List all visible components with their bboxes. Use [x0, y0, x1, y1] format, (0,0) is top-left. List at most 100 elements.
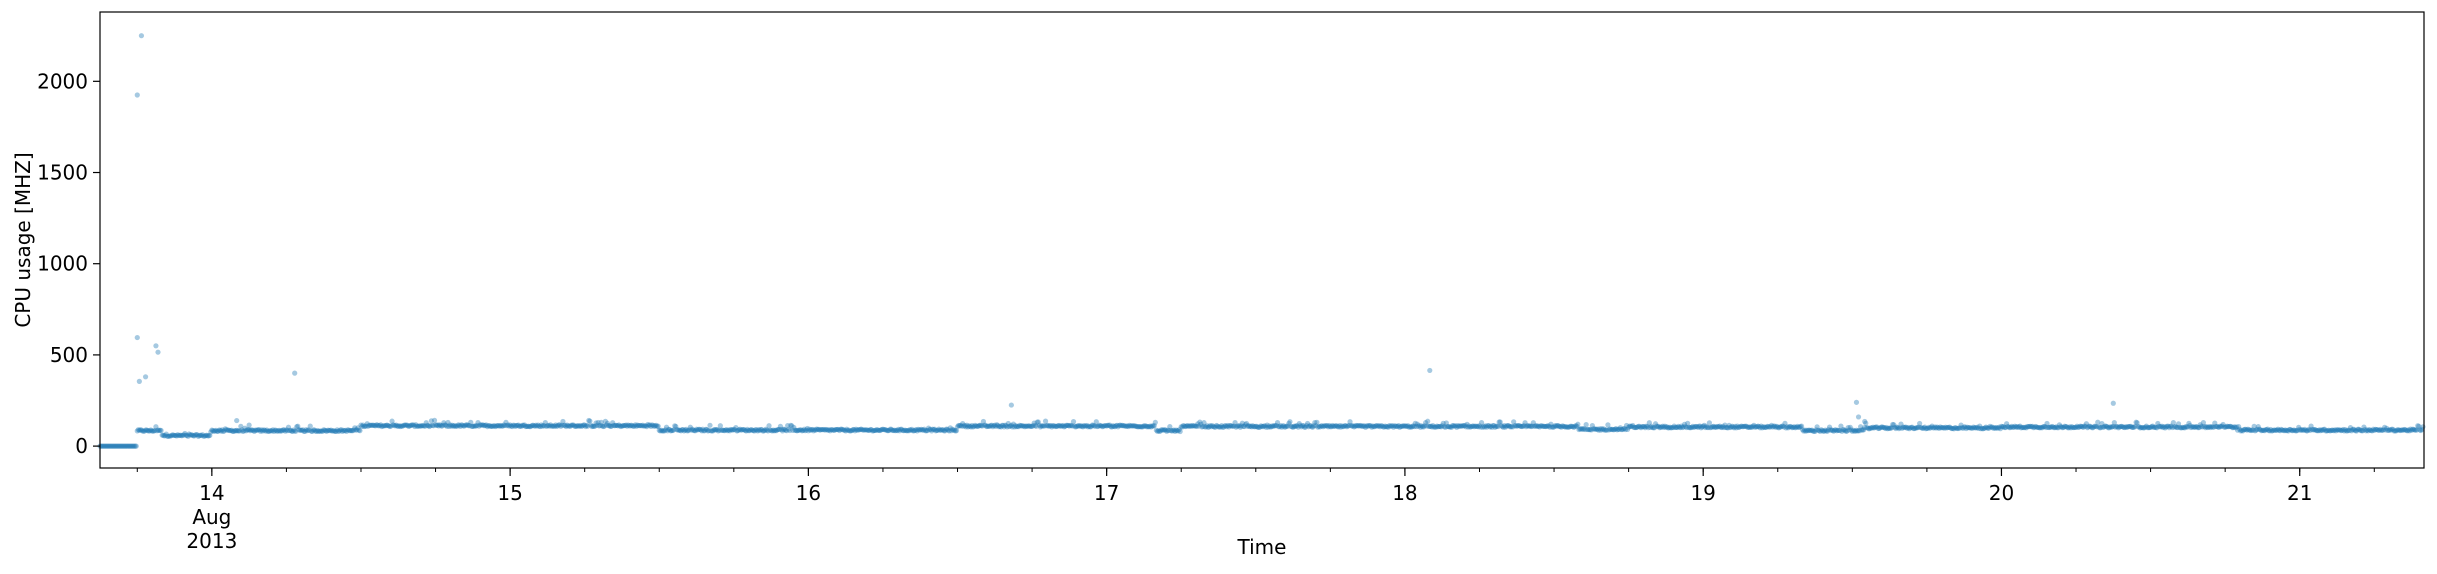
data-point: [2379, 427, 2386, 433]
data-point: [2265, 426, 2271, 432]
data-point: [1945, 424, 1951, 431]
data-point: [905, 427, 911, 434]
data-point: [1970, 424, 1977, 430]
data-point: [1374, 423, 1380, 429]
data-point: [2172, 423, 2179, 430]
data-point: [776, 426, 782, 433]
data-point: [1292, 423, 1298, 429]
data-point: [580, 423, 586, 429]
data-point: [564, 422, 570, 428]
data-point: [938, 427, 944, 433]
data-point: [1168, 427, 1174, 434]
data-point: [395, 423, 401, 429]
data-point: [1041, 423, 1048, 429]
data-point: [1812, 428, 1818, 434]
data-point: [399, 423, 406, 429]
data-point: [1790, 424, 1796, 430]
data-point: [1734, 423, 1740, 429]
data-point: [831, 427, 837, 433]
data-point: [926, 427, 933, 433]
data-point: [730, 427, 736, 433]
data-point: [200, 433, 207, 439]
outlier-point: [1855, 414, 1862, 420]
data-point: [1866, 426, 1872, 432]
data-point: [539, 423, 545, 429]
data-point: [747, 427, 753, 433]
data-point: [1604, 427, 1610, 433]
data-point: [276, 427, 282, 433]
data-point: [1669, 424, 1675, 431]
data-point: [960, 420, 966, 427]
data-point: [1113, 423, 1119, 429]
data-point: [781, 426, 788, 432]
data-point: [2106, 425, 2112, 431]
data-point: [1962, 424, 1968, 430]
data-point: [1184, 423, 1191, 429]
data-point: [305, 427, 311, 433]
data-point: [2219, 423, 2225, 429]
data-point: [484, 423, 490, 430]
data-point: [1079, 423, 1085, 429]
data-point: [2312, 426, 2318, 433]
data-point: [1483, 423, 1489, 429]
data-point: [1845, 424, 1851, 431]
data-point: [1711, 424, 1718, 430]
data-point: [646, 422, 652, 429]
data-point: [610, 420, 616, 426]
data-point: [1817, 428, 1823, 434]
data-point: [1933, 425, 1939, 431]
data-point: [1077, 423, 1083, 429]
data-point: [365, 423, 371, 429]
data-point: [1354, 423, 1360, 429]
data-point: [1850, 427, 1856, 433]
data-point: [293, 428, 299, 434]
data-point: [790, 427, 796, 434]
data-point: [979, 423, 985, 429]
data-point: [1972, 425, 1979, 431]
data-point: [1136, 424, 1142, 430]
data-point: [772, 427, 778, 433]
data-point: [974, 423, 980, 429]
data-point: [1894, 424, 1900, 430]
data-point: [886, 427, 892, 434]
data-point: [784, 428, 790, 434]
data-point: [828, 426, 834, 433]
data-point: [2188, 424, 2194, 431]
data-point: [495, 423, 501, 429]
data-point: [1331, 423, 1338, 429]
data-point: [133, 443, 139, 449]
data-point: [1581, 425, 1587, 432]
data-point: [2056, 422, 2063, 428]
data-point: [1186, 423, 1193, 429]
data-point: [1027, 423, 1033, 429]
data-point: [844, 426, 850, 432]
data-point: [1788, 424, 1794, 430]
data-point: [166, 433, 172, 439]
data-point: [1621, 425, 1628, 432]
data-point: [2330, 427, 2336, 433]
data-point: [2066, 425, 2072, 431]
outlier-point: [153, 343, 159, 349]
data-point: [1063, 422, 1069, 428]
data-point: [1433, 424, 1439, 430]
data-point: [2232, 425, 2239, 431]
data-point: [1825, 427, 1832, 433]
data-point: [622, 422, 628, 429]
data-point: [378, 422, 384, 428]
data-point: [1928, 424, 1934, 430]
data-point: [2083, 421, 2089, 427]
data-point: [1789, 425, 1795, 431]
x-tick-sublabel: 2013: [186, 529, 237, 553]
data-point: [239, 427, 245, 433]
data-point: [2042, 423, 2048, 430]
data-point: [139, 428, 146, 434]
data-point: [1157, 428, 1164, 434]
data-point: [2408, 427, 2415, 433]
data-point: [1739, 424, 1746, 430]
data-point: [451, 422, 457, 429]
data-point: [2212, 420, 2218, 426]
data-point: [1268, 424, 1274, 430]
data-point: [105, 443, 111, 449]
data-point: [2027, 423, 2034, 429]
data-point: [1819, 427, 1825, 434]
